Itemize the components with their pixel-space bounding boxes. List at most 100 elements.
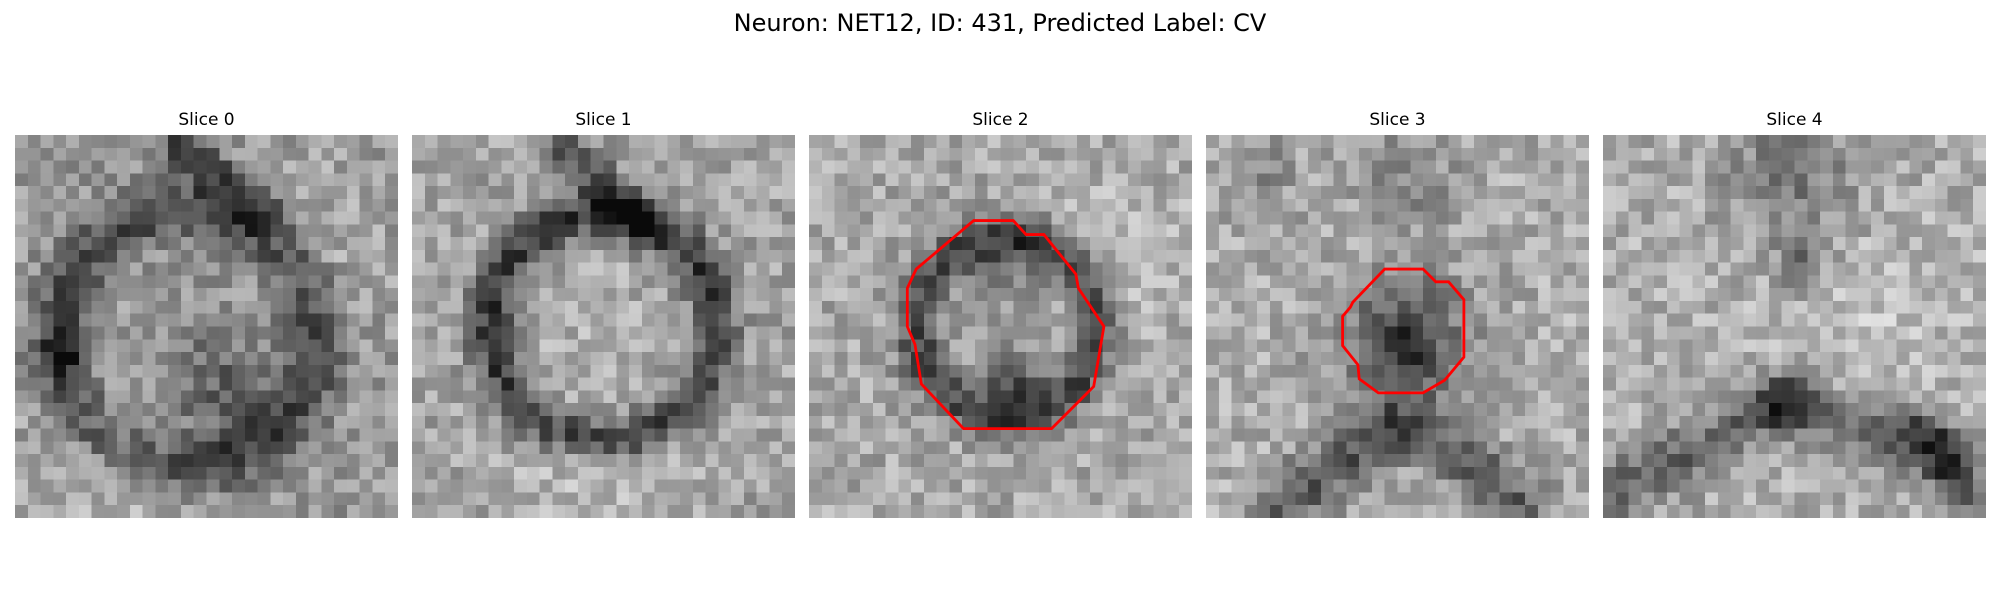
image-pixel bbox=[1871, 441, 1885, 455]
image-pixel bbox=[590, 505, 604, 518]
image-pixel bbox=[809, 352, 823, 366]
image-pixel bbox=[577, 466, 591, 480]
image-pixel bbox=[168, 313, 182, 327]
image-pixel bbox=[1371, 428, 1385, 442]
image-pixel bbox=[911, 147, 925, 161]
image-pixel bbox=[1166, 211, 1180, 225]
image-pixel bbox=[1397, 275, 1411, 289]
image-pixel bbox=[1257, 249, 1271, 263]
image-pixel bbox=[129, 135, 143, 149]
image-pixel bbox=[1896, 364, 1910, 378]
image-pixel bbox=[731, 364, 745, 378]
image-pixel bbox=[1717, 147, 1731, 161]
image-pixel bbox=[219, 454, 233, 468]
image-pixel bbox=[270, 262, 284, 276]
image-pixel bbox=[1730, 403, 1744, 417]
image-pixel bbox=[437, 275, 451, 289]
image-pixel bbox=[1244, 224, 1258, 238]
image-pixel bbox=[641, 403, 655, 417]
slice-title: Slice 2 bbox=[972, 110, 1029, 130]
image-pixel bbox=[488, 428, 502, 442]
image-pixel bbox=[1666, 211, 1680, 225]
image-pixel bbox=[321, 237, 335, 251]
image-pixel bbox=[680, 135, 694, 149]
image-pixel bbox=[654, 364, 668, 378]
image-pixel bbox=[1102, 492, 1116, 506]
image-pixel bbox=[885, 173, 899, 187]
image-pixel bbox=[743, 147, 757, 161]
image-pixel bbox=[962, 377, 976, 391]
image-pixel bbox=[1486, 173, 1500, 187]
image-pixel bbox=[603, 300, 617, 314]
image-pixel bbox=[860, 364, 874, 378]
image-pixel bbox=[1883, 415, 1897, 429]
image-pixel bbox=[412, 186, 426, 200]
image-pixel bbox=[885, 224, 899, 238]
image-pixel bbox=[232, 415, 246, 429]
image-pixel bbox=[1960, 224, 1974, 238]
image-pixel bbox=[232, 352, 246, 366]
image-pixel bbox=[1730, 173, 1744, 187]
image-pixel bbox=[334, 339, 348, 353]
image-pixel bbox=[872, 326, 886, 340]
image-pixel bbox=[1871, 326, 1885, 340]
image-pixel bbox=[692, 377, 706, 391]
image-pixel bbox=[1179, 288, 1192, 302]
image-pixel bbox=[1384, 326, 1398, 340]
image-pixel bbox=[372, 339, 386, 353]
image-pixel bbox=[142, 135, 156, 149]
image-pixel bbox=[539, 339, 553, 353]
image-pixel bbox=[718, 454, 732, 468]
image-pixel bbox=[1423, 186, 1437, 200]
image-pixel bbox=[104, 326, 118, 340]
image-pixel bbox=[437, 428, 451, 442]
image-pixel bbox=[1128, 160, 1142, 174]
image-pixel bbox=[1525, 313, 1539, 327]
image-pixel bbox=[616, 505, 630, 518]
image-pixel bbox=[1525, 339, 1539, 353]
image-pixel bbox=[1115, 505, 1129, 518]
image-pixel bbox=[577, 147, 591, 161]
image-pixel bbox=[1064, 147, 1078, 161]
image-pixel bbox=[219, 147, 233, 161]
image-pixel bbox=[731, 275, 745, 289]
image-pixel bbox=[552, 160, 566, 174]
image-pixel bbox=[78, 313, 92, 327]
image-pixel bbox=[270, 505, 284, 518]
image-pixel bbox=[53, 415, 67, 429]
image-pixel bbox=[1282, 224, 1296, 238]
image-pixel bbox=[1730, 160, 1744, 174]
image-pixel bbox=[232, 364, 246, 378]
image-pixel bbox=[1960, 211, 1974, 225]
image-pixel bbox=[1128, 249, 1142, 263]
image-pixel bbox=[718, 390, 732, 404]
image-pixel bbox=[27, 492, 41, 506]
image-pixel bbox=[1102, 441, 1116, 455]
image-pixel bbox=[1615, 288, 1629, 302]
image-pixel bbox=[53, 428, 67, 442]
image-pixel bbox=[1692, 147, 1706, 161]
image-pixel bbox=[488, 198, 502, 212]
image-pixel bbox=[1179, 186, 1192, 200]
image-pixel bbox=[1871, 352, 1885, 366]
image-pixel bbox=[193, 454, 207, 468]
image-pixel bbox=[1973, 262, 1986, 276]
image-pixel bbox=[1218, 326, 1232, 340]
image-pixel bbox=[155, 441, 169, 455]
image-pixel bbox=[860, 211, 874, 225]
image-pixel bbox=[66, 466, 80, 480]
image-pixel bbox=[155, 211, 169, 225]
image-pixel bbox=[1654, 198, 1668, 212]
image-pixel bbox=[463, 479, 477, 493]
image-pixel bbox=[475, 403, 489, 417]
image-pixel bbox=[1973, 326, 1986, 340]
image-pixel bbox=[142, 173, 156, 187]
image-pixel bbox=[1845, 352, 1859, 366]
image-pixel bbox=[321, 352, 335, 366]
image-pixel bbox=[232, 492, 246, 506]
image-pixel bbox=[193, 352, 207, 366]
image-pixel bbox=[15, 186, 29, 200]
image-pixel bbox=[974, 313, 988, 327]
image-pixel bbox=[104, 135, 118, 149]
image-pixel bbox=[372, 390, 386, 404]
